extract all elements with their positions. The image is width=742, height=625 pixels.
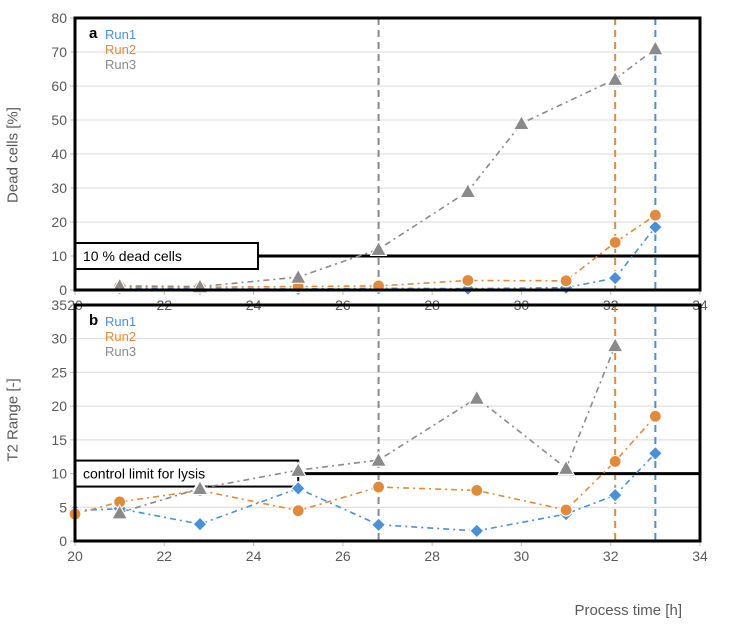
y-tick-label: 0 [59,282,67,298]
x-tick-label: 28 [424,548,440,564]
legend-label-run3: Run3 [105,344,136,359]
series-line-run3 [120,345,616,512]
legend: Run1Run2Run3 [105,314,136,359]
x-tick-label: 30 [514,548,530,564]
y-tick-label: 70 [51,44,67,60]
x-tick-label: 32 [603,548,619,564]
y-tick-label: 0 [59,533,67,549]
y-tick-label: 30 [51,180,67,196]
y-tick-label: 10 [51,466,67,482]
x-tick-label: 24 [246,548,262,564]
y-tick-label: 20 [51,398,67,414]
panel-letter: b [89,312,98,329]
annot-text: control limit for lysis [83,466,205,482]
panel-letter: a [89,25,98,42]
legend-label-run2: Run2 [105,329,136,344]
panel-border [75,305,700,541]
chart-canvas: 01020304050607080202224262830323410 % de… [0,0,742,625]
y-tick-label: 40 [51,146,67,162]
legend-label-run1: Run1 [105,314,136,329]
y-tick-label: 50 [51,112,67,128]
x-tick-label: 34 [692,548,708,564]
y-tick-label: 80 [51,10,67,26]
legend-label-run3: Run3 [105,57,136,72]
y-tick-label: 30 [51,331,67,347]
x-tick-label: 26 [335,548,351,564]
y-tick-label: 5 [59,499,67,515]
y-tick-label: 60 [51,78,67,94]
annot-text: 10 % dead cells [83,248,182,264]
y-tick-label: 20 [51,214,67,230]
legend: Run1Run2Run3 [105,27,136,72]
y-tick-label: 35 [51,297,67,313]
x-tick-label: 22 [156,548,172,564]
y-tick-label: 15 [51,432,67,448]
legend-label-run1: Run1 [105,27,136,42]
panel-b: 0 5 10 15 20 25 30 35 20 22 24 26 28 30 32 34 control li… [51,297,708,564]
panel-a: 01020304050607080202224262830323410 % de… [51,10,708,313]
y-tick-label: 25 [51,364,67,380]
legend-label-run2: Run2 [105,42,136,57]
y-tick-label: 10 [51,248,67,264]
x-tick-label: 20 [67,548,83,564]
